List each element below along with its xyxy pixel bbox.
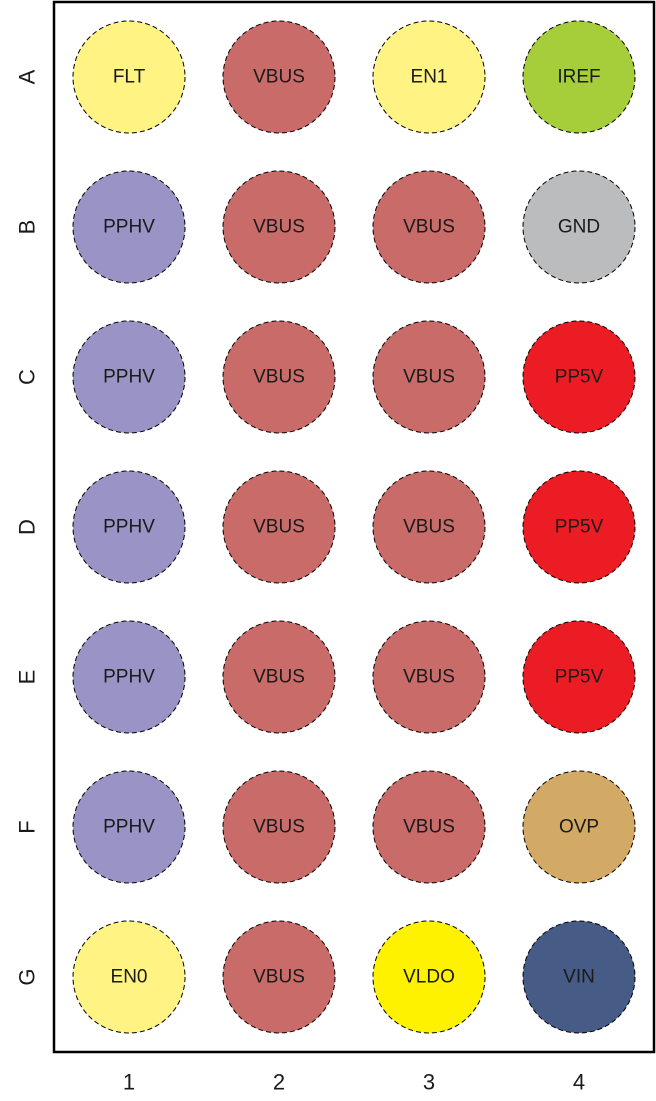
column-label-4: 4: [573, 1070, 585, 1095]
ball-signal-label: VLDO: [403, 967, 455, 988]
ball-circle: [372, 170, 486, 284]
ball-signal-label: VBUS: [403, 817, 455, 838]
ball-signal-label: FLT: [113, 67, 146, 88]
ball-signal-label: PP5V: [555, 517, 604, 538]
ball-signal-label: PP5V: [555, 667, 604, 688]
ball-F3: VBUS: [372, 770, 486, 884]
ball-signal-label: PPHV: [103, 217, 155, 238]
ball-circle: [72, 620, 186, 734]
ball-circle: [222, 620, 336, 734]
ball-signal-label: EN1: [411, 67, 448, 88]
ball-signal-label: PPHV: [103, 817, 155, 838]
ball-signal-label: PPHV: [103, 667, 155, 688]
ball-circle: [372, 620, 486, 734]
ball-signal-label: VBUS: [253, 67, 305, 88]
ball-circle: [522, 170, 636, 284]
row-label-C: C: [15, 369, 40, 385]
ball-A4: IREF: [522, 20, 636, 134]
ball-circle: [522, 320, 636, 434]
ball-signal-label: IREF: [557, 67, 600, 88]
ball-F1: PPHV: [72, 770, 186, 884]
ball-D3: VBUS: [372, 470, 486, 584]
ball-C2: VBUS: [222, 320, 336, 434]
ball-E4: PP5V: [522, 620, 636, 734]
ball-F2: VBUS: [222, 770, 336, 884]
ball-signal-label: VBUS: [403, 367, 455, 388]
ball-signal-label: VBUS: [403, 667, 455, 688]
ball-circle: [72, 170, 186, 284]
ball-circle: [222, 20, 336, 134]
ball-circle: [72, 470, 186, 584]
ball-signal-label: OVP: [559, 817, 599, 838]
ball-signal-label: VIN: [563, 967, 595, 988]
ball-circle: [222, 320, 336, 434]
ball-circle: [372, 920, 486, 1034]
ball-circle: [222, 770, 336, 884]
row-label-A: A: [15, 69, 40, 84]
ball-E1: PPHV: [72, 620, 186, 734]
ball-G2: VBUS: [222, 920, 336, 1034]
ball-circle: [522, 620, 636, 734]
ball-A3: EN1: [372, 20, 486, 134]
column-labels: 1 2 3 4: [123, 1070, 585, 1095]
ball-signal-label: PPHV: [103, 517, 155, 538]
ball-C4: PP5V: [522, 320, 636, 434]
ball-C1: PPHV: [72, 320, 186, 434]
ball-circle: [522, 470, 636, 584]
ball-signal-label: VBUS: [253, 217, 305, 238]
ball-B1: PPHV: [72, 170, 186, 284]
ball-E2: VBUS: [222, 620, 336, 734]
row-label-G: G: [15, 968, 40, 985]
ball-signal-label: PP5V: [555, 367, 604, 388]
ball-circle: [372, 770, 486, 884]
ball-E3: VBUS: [372, 620, 486, 734]
column-label-3: 3: [423, 1070, 435, 1095]
ball-signal-label: VBUS: [253, 367, 305, 388]
row-label-F: F: [15, 820, 40, 833]
ball-circle: [222, 170, 336, 284]
ball-signal-label: EN0: [111, 967, 148, 988]
ball-G3: VLDO: [372, 920, 486, 1034]
ball-circle: [522, 770, 636, 884]
ball-circle: [522, 920, 636, 1034]
column-label-2: 2: [273, 1070, 285, 1095]
ball-circle: [522, 20, 636, 134]
ball-circle: [372, 320, 486, 434]
ball-circle: [72, 920, 186, 1034]
ball-F4: OVP: [522, 770, 636, 884]
ball-signal-label: VBUS: [253, 817, 305, 838]
ball-G4: VIN: [522, 920, 636, 1034]
ball-circle: [222, 920, 336, 1034]
ball-G1: EN0: [72, 920, 186, 1034]
row-labels: A B C D E F G: [15, 69, 40, 985]
ball-D1: PPHV: [72, 470, 186, 584]
ball-B3: VBUS: [372, 170, 486, 284]
ball-signal-label: GND: [558, 217, 600, 238]
ball-A2: VBUS: [222, 20, 336, 134]
ball-D4: PP5V: [522, 470, 636, 584]
ball-B4: GND: [522, 170, 636, 284]
ball-circle: [372, 20, 486, 134]
ball-signal-label: VBUS: [403, 217, 455, 238]
ball-circle: [72, 320, 186, 434]
ball-circle: [372, 470, 486, 584]
row-label-D: D: [15, 519, 40, 535]
ball-signal-label: VBUS: [253, 667, 305, 688]
balls-layer: FLT VBUS EN1 IREF PPHV VBUS VBUS GND PPHV VBUS VBU…: [72, 20, 636, 1034]
ball-D2: VBUS: [222, 470, 336, 584]
ball-circle: [72, 20, 186, 134]
ball-A1: FLT: [72, 20, 186, 134]
ball-circle: [222, 470, 336, 584]
row-label-E: E: [15, 670, 40, 685]
ball-signal-label: VBUS: [403, 517, 455, 538]
ball-C3: VBUS: [372, 320, 486, 434]
ball-circle: [72, 770, 186, 884]
row-label-B: B: [15, 220, 40, 235]
ball-B2: VBUS: [222, 170, 336, 284]
ball-signal-label: VBUS: [253, 967, 305, 988]
ball-signal-label: PPHV: [103, 367, 155, 388]
column-label-1: 1: [123, 1070, 135, 1095]
ball-signal-label: VBUS: [253, 517, 305, 538]
